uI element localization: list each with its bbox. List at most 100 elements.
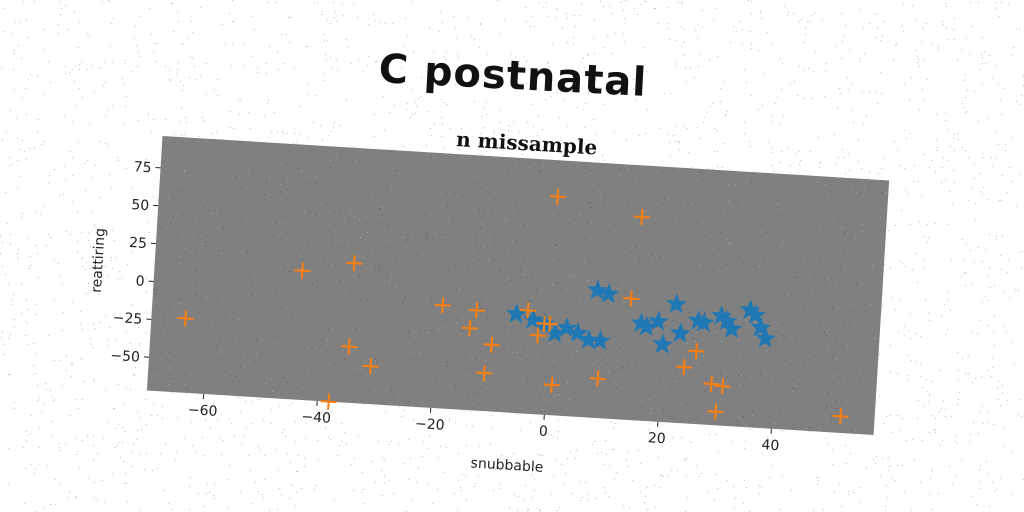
noise-speck xyxy=(281,232,283,234)
noise-speck xyxy=(450,185,452,187)
noise-speck xyxy=(179,391,181,393)
noise-speck xyxy=(727,184,730,186)
noise-speck xyxy=(489,301,491,303)
noise-speck xyxy=(810,314,812,316)
noise-speck xyxy=(402,359,405,361)
noise-speck xyxy=(554,235,556,237)
noise-speck xyxy=(395,169,397,171)
noise-speck xyxy=(596,220,599,222)
noise-speck xyxy=(662,409,665,411)
noise-speck xyxy=(194,254,196,256)
noise-speck xyxy=(780,246,782,248)
noise-speck xyxy=(657,385,659,387)
noise-speck xyxy=(331,264,333,266)
noise-speck xyxy=(752,391,754,393)
noise-speck xyxy=(523,261,525,263)
noise-speck xyxy=(733,419,736,421)
noise-speck xyxy=(529,167,531,169)
noise-speck xyxy=(571,354,573,356)
noise-speck xyxy=(275,292,277,294)
noise-speck xyxy=(696,332,698,334)
noise-speck xyxy=(270,378,272,380)
noise-speck xyxy=(781,230,783,232)
noise-speck xyxy=(488,237,490,239)
noise-speck xyxy=(469,238,471,240)
noise-speck xyxy=(244,353,246,355)
noise-speck xyxy=(401,302,403,304)
plus-point xyxy=(707,403,724,420)
noise-speck xyxy=(542,165,544,167)
noise-speck xyxy=(601,380,603,382)
noise-speck xyxy=(221,279,223,281)
noise-speck xyxy=(680,404,682,406)
noise-speck xyxy=(660,310,662,312)
noise-speck xyxy=(727,201,729,203)
noise-speck xyxy=(410,358,412,360)
star-point xyxy=(522,308,544,330)
noise-speck xyxy=(724,329,726,331)
noise-speck xyxy=(380,222,382,224)
noise-speck xyxy=(637,268,639,270)
noise-speck xyxy=(187,387,189,389)
noise-speck xyxy=(850,310,852,312)
noise-speck xyxy=(176,317,178,319)
noise-speck xyxy=(628,361,630,363)
noise-speck xyxy=(349,350,352,352)
noise-speck xyxy=(721,341,723,343)
noise-speck xyxy=(246,251,248,253)
noise-speck xyxy=(528,329,530,331)
noise-speck xyxy=(843,232,846,234)
noise-speck xyxy=(765,427,767,430)
noise-speck xyxy=(557,345,559,347)
noise-speck xyxy=(811,290,813,292)
noise-speck xyxy=(554,395,556,397)
noise-speck xyxy=(328,363,330,365)
noise-speck xyxy=(694,341,696,343)
noise-speck xyxy=(803,360,806,362)
noise-speck xyxy=(470,157,472,159)
noise-speck xyxy=(720,374,722,376)
noise-speck xyxy=(690,209,692,212)
noise-speck xyxy=(704,235,706,237)
noise-speck xyxy=(401,237,403,239)
noise-speck xyxy=(736,204,738,206)
noise-speck xyxy=(456,288,458,290)
noise-speck xyxy=(327,188,329,190)
noise-speck xyxy=(161,358,163,360)
noise-speck xyxy=(387,224,389,226)
noise-speck xyxy=(869,357,871,359)
noise-speck xyxy=(868,232,870,234)
noise-speck xyxy=(615,187,617,189)
noise-speck xyxy=(240,366,242,368)
noise-speck xyxy=(820,225,822,227)
noise-speck xyxy=(166,227,168,229)
noise-speck xyxy=(179,302,181,304)
noise-speck xyxy=(688,311,690,313)
noise-speck xyxy=(853,394,855,396)
noise-speck xyxy=(784,359,786,361)
noise-speck xyxy=(338,246,340,248)
plus-point xyxy=(362,358,379,375)
noise-speck xyxy=(551,293,553,295)
noise-speck xyxy=(540,177,542,179)
noise-speck xyxy=(832,308,834,310)
noise-speck xyxy=(370,343,372,345)
noise-speck xyxy=(223,189,225,191)
plus-point xyxy=(688,343,705,360)
noise-speck xyxy=(212,285,214,287)
noise-speck xyxy=(855,252,857,254)
noise-speck xyxy=(157,263,159,265)
noise-speck xyxy=(273,279,276,281)
noise-speck xyxy=(330,319,332,321)
noise-speck xyxy=(627,168,629,170)
noise-speck xyxy=(338,203,340,205)
noise-speck xyxy=(447,218,449,220)
noise-speck xyxy=(454,384,456,386)
star-point xyxy=(630,312,652,333)
noise-speck xyxy=(497,202,499,204)
noise-speck xyxy=(316,281,318,283)
noise-speck xyxy=(213,209,215,211)
noise-speck xyxy=(248,361,250,363)
noise-speck xyxy=(746,319,748,321)
star-point xyxy=(578,329,600,350)
